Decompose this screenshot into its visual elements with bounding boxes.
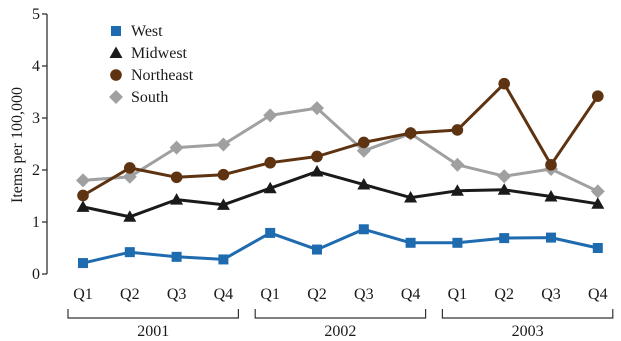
legend-marker-midwest: [109, 46, 123, 58]
data-point-northeast-2: [124, 162, 136, 174]
series-south: [76, 101, 605, 199]
data-point-midwest-2: [123, 210, 137, 222]
data-point-south-4: [216, 137, 231, 152]
data-point-northeast-1: [77, 189, 89, 202]
data-point-midwest-6: [310, 165, 324, 177]
y-tick-label-4: 4: [32, 58, 40, 75]
year-label-2002: 2002: [324, 323, 356, 340]
year-label-2003: 2003: [512, 323, 544, 340]
data-point-midwest-1: [76, 200, 90, 212]
data-point-west-12: [592, 243, 603, 253]
legend-item-west: West: [111, 23, 163, 40]
series-west: [78, 224, 603, 269]
data-point-northeast-3: [170, 171, 183, 184]
x-tick-label-2001-q4: Q4: [214, 286, 234, 303]
data-point-northeast-11: [545, 159, 557, 171]
data-point-west-5: [265, 227, 276, 238]
series-northeast: [77, 77, 604, 202]
x-tick-label-2001-q2: Q2: [120, 286, 140, 303]
data-point-south-7: [356, 143, 371, 158]
legend-marker-northeast: [110, 69, 122, 81]
data-point-west-2: [124, 247, 135, 258]
series-line-south: [81, 106, 600, 193]
legend-label-midwest: Midwest: [131, 45, 188, 62]
series-line-midwest: [81, 170, 600, 219]
series-line-northeast: [81, 82, 600, 197]
data-point-northeast-4: [217, 168, 230, 181]
data-point-midwest-4: [216, 198, 230, 210]
year-bracket-2003: [441, 309, 614, 319]
x-tick-label-2002-q3: Q3: [354, 286, 374, 303]
data-point-south-6: [310, 101, 324, 116]
data-point-midwest-5: [263, 181, 277, 194]
year-label-2001: 2001: [137, 323, 169, 340]
data-point-west-1: [78, 258, 88, 269]
data-point-west-8: [405, 237, 416, 248]
y-tick-label-5: 5: [32, 6, 40, 23]
data-point-south-1: [76, 173, 90, 188]
data-point-south-12: [590, 184, 605, 199]
data-point-midwest-7: [357, 178, 371, 190]
data-point-south-2: [122, 169, 137, 184]
legend-label-west: West: [131, 23, 163, 40]
data-point-west-7: [358, 224, 369, 235]
legend-label-south: South: [131, 89, 168, 106]
year-bracket-2002: [254, 309, 427, 319]
x-tick-label-2002-q1: Q1: [260, 286, 280, 303]
legend-item-northeast: Northeast: [110, 67, 194, 84]
data-point-northeast-5: [264, 156, 277, 169]
data-point-south-9: [450, 157, 465, 172]
data-point-south-5: [263, 108, 278, 123]
data-point-northeast-9: [451, 124, 464, 136]
plot-area: [76, 77, 605, 269]
legend-marker-south: [109, 90, 123, 104]
x-tick-label-2003-q2: Q2: [494, 286, 514, 303]
x-tick-label-2003-q1: Q1: [448, 286, 468, 303]
data-point-northeast-12: [592, 90, 604, 102]
data-point-south-3: [169, 140, 184, 155]
y-tick-label-3: 3: [32, 110, 40, 127]
y-tick-label-0: 0: [32, 266, 40, 283]
series-midwest: [76, 165, 605, 222]
data-point-midwest-3: [170, 193, 184, 205]
legend-label-northeast: Northeast: [131, 67, 194, 84]
x-axis-labels: Q1 Q2 Q3 Q4 Q1 Q2 Q3 Q4 Q1 Q2 Q3 Q4: [73, 286, 607, 303]
x-tick-label-2002-q4: Q4: [401, 286, 421, 303]
x-tick-label-2002-q2: Q2: [307, 286, 327, 303]
data-point-northeast-8: [404, 127, 417, 139]
year-groups: 2001 2002 2003: [67, 309, 614, 340]
data-point-midwest-9: [450, 184, 464, 196]
data-point-south-10: [497, 169, 512, 184]
y-tick-label-1: 1: [32, 214, 40, 231]
data-point-west-4: [218, 254, 229, 265]
year-bracket-2001: [67, 309, 239, 319]
data-point-midwest-11: [544, 190, 558, 202]
legend-item-south: South: [109, 89, 168, 106]
legend: West Midwest Northeast South: [109, 23, 194, 106]
series-line-west: [81, 227, 600, 265]
x-tick-label-2001-q1: Q1: [73, 286, 93, 303]
data-point-northeast-7: [358, 136, 370, 149]
x-tick-label-2003-q3: Q3: [541, 286, 561, 303]
y-tick-label-2: 2: [32, 162, 40, 179]
y-axis: 0 1 2 3 4 5: [32, 6, 48, 283]
data-point-west-11: [546, 232, 556, 243]
data-point-midwest-10: [497, 183, 511, 195]
data-point-northeast-10: [498, 77, 511, 90]
x-tick-label-2003-q4: Q4: [588, 286, 608, 303]
legend-marker-west: [111, 26, 121, 36]
y-axis-title: Items per 100,000: [9, 87, 26, 203]
data-point-midwest-8: [404, 191, 418, 203]
data-point-west-9: [452, 237, 463, 248]
data-point-west-3: [171, 251, 182, 262]
data-point-west-10: [499, 233, 510, 244]
x-tick-label-2001-q3: Q3: [167, 286, 187, 303]
data-point-midwest-12: [591, 197, 605, 209]
legend-item-midwest: Midwest: [109, 45, 188, 62]
data-point-northeast-6: [311, 150, 323, 163]
data-point-west-6: [312, 244, 322, 255]
